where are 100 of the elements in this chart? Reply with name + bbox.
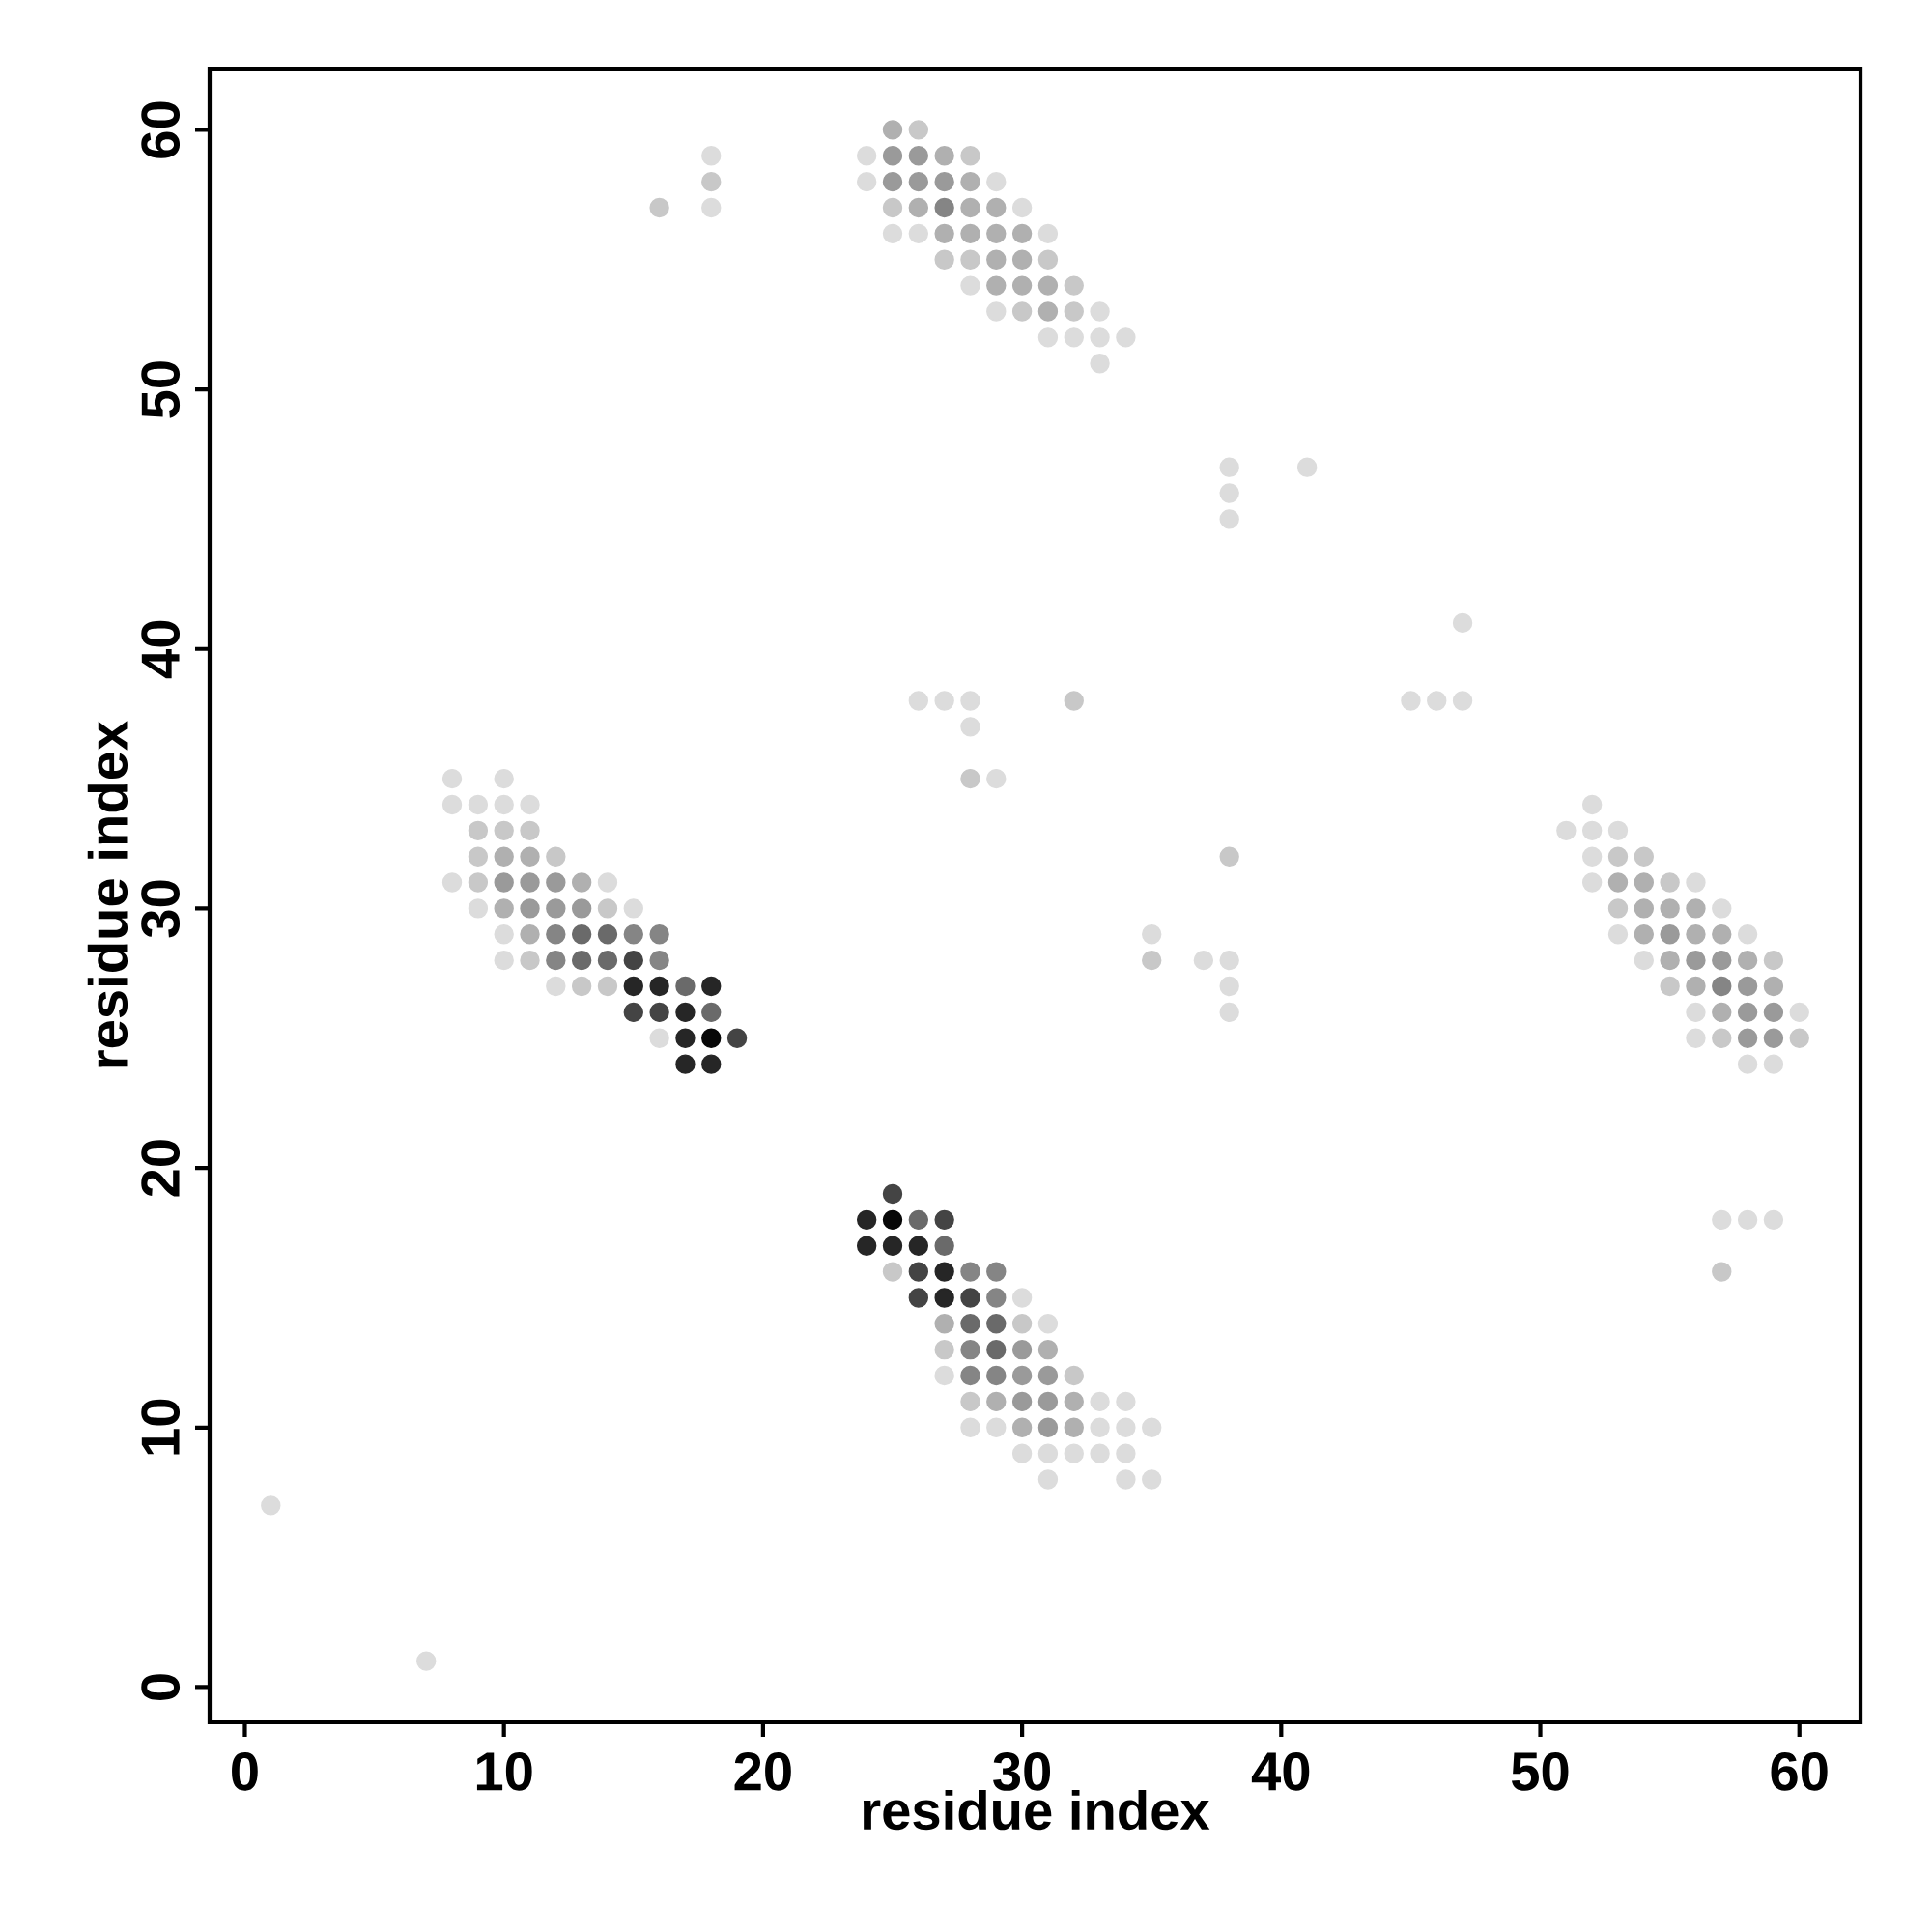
- point: [494, 898, 514, 919]
- point: [1037, 1339, 1059, 1360]
- point: [675, 1054, 696, 1074]
- point: [1660, 976, 1680, 997]
- x-tick-label: 20: [734, 1751, 791, 1791]
- point: [520, 924, 540, 945]
- point: [701, 171, 722, 192]
- point: [623, 924, 643, 945]
- point: [1011, 1314, 1033, 1334]
- point: [986, 1288, 1007, 1308]
- point: [623, 950, 643, 971]
- point: [908, 1236, 929, 1256]
- point: [856, 1236, 877, 1256]
- y-tick-label: 60: [141, 101, 181, 158]
- point: [1660, 872, 1680, 893]
- point: [934, 223, 954, 244]
- point: [571, 924, 592, 945]
- point: [882, 1209, 903, 1231]
- point: [960, 1314, 980, 1334]
- point: [856, 1209, 877, 1231]
- point: [934, 1209, 954, 1231]
- point: [468, 872, 489, 893]
- point: [960, 1288, 980, 1308]
- point: [571, 950, 592, 971]
- point: [934, 146, 954, 166]
- point: [1712, 1262, 1732, 1282]
- point: [1634, 846, 1655, 867]
- x-tick-label: 50: [1511, 1751, 1569, 1791]
- point: [494, 872, 514, 893]
- point: [701, 976, 722, 997]
- point: [649, 924, 669, 945]
- point: [934, 1314, 954, 1334]
- point: [701, 1002, 722, 1023]
- point: [675, 1002, 696, 1023]
- point: [726, 1028, 748, 1048]
- point: [1737, 976, 1758, 997]
- point: [934, 1262, 954, 1282]
- point: [986, 223, 1007, 244]
- point: [960, 1262, 980, 1282]
- point: [701, 1054, 722, 1074]
- point: [546, 898, 566, 919]
- point: [571, 872, 592, 893]
- point: [1064, 1391, 1084, 1412]
- point: [1660, 924, 1680, 945]
- point: [882, 1262, 903, 1282]
- point: [1686, 976, 1706, 997]
- point: [908, 1209, 929, 1231]
- point: [986, 1365, 1007, 1386]
- point: [1737, 1002, 1758, 1023]
- point: [1763, 1028, 1784, 1048]
- y-tick-label: 30: [141, 880, 181, 938]
- point: [520, 898, 540, 919]
- point: [960, 171, 980, 192]
- point: [649, 950, 669, 971]
- point: [1011, 223, 1033, 244]
- point: [623, 976, 643, 997]
- point: [1011, 249, 1033, 270]
- point: [908, 1262, 929, 1282]
- point: [1763, 950, 1784, 971]
- point: [1037, 1391, 1059, 1412]
- point: [571, 898, 592, 919]
- point: [1660, 898, 1680, 919]
- x-tick-label: 40: [1251, 1751, 1310, 1791]
- point: [986, 249, 1007, 270]
- point: [597, 976, 618, 997]
- x-tick-label: 0: [232, 1751, 258, 1791]
- point: [1763, 1002, 1784, 1023]
- point: [1607, 872, 1629, 893]
- point: [1064, 275, 1084, 296]
- point: [960, 146, 980, 166]
- point: [986, 1314, 1007, 1334]
- point: [1064, 1417, 1084, 1437]
- point: [1712, 924, 1732, 945]
- y-tick-label: 0: [141, 1674, 181, 1700]
- point: [882, 171, 903, 192]
- point: [1660, 950, 1680, 971]
- point: [1712, 976, 1732, 997]
- point: [1011, 1391, 1033, 1412]
- point: [1686, 950, 1706, 971]
- y-tick-label: 10: [141, 1399, 181, 1455]
- point: [1064, 1365, 1084, 1386]
- point: [546, 924, 566, 945]
- point: [960, 768, 980, 789]
- point: [1737, 950, 1758, 971]
- point: [934, 197, 954, 218]
- point: [1064, 691, 1084, 711]
- point: [1712, 950, 1732, 971]
- point: [520, 846, 540, 867]
- point: [1011, 1339, 1033, 1360]
- point: [1789, 1028, 1809, 1048]
- point: [1037, 301, 1059, 322]
- point: [960, 1339, 980, 1360]
- point: [1686, 924, 1706, 945]
- point: [520, 820, 540, 841]
- point: [986, 1339, 1007, 1360]
- point: [908, 197, 929, 218]
- point: [986, 1391, 1007, 1412]
- point: [908, 1288, 929, 1308]
- point: [934, 1339, 954, 1360]
- y-axis-title: residue index: [87, 721, 128, 1067]
